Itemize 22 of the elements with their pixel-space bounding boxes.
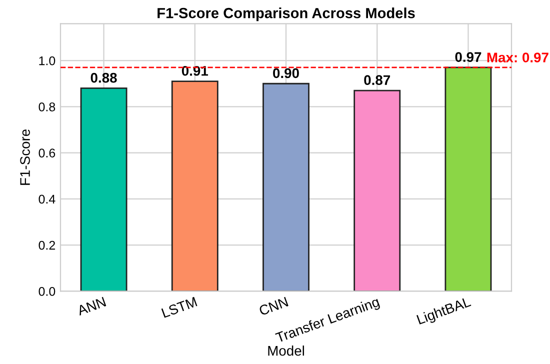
ref-line-label: Max: 0.97 [487, 52, 548, 62]
data-label: 0.88 [90, 72, 117, 83]
data-label: 0.87 [364, 75, 390, 86]
y-tick-label: 0.8 [38, 102, 56, 112]
bar [262, 82, 310, 292]
bar [354, 90, 401, 292]
y-tick-label: 1.0 [39, 56, 56, 66]
y-tick-label: 0.4 [38, 194, 56, 204]
data-label: 0.90 [273, 68, 299, 78]
bar [171, 80, 218, 292]
chart-title: F1-Score Comparison Across Models [158, 8, 415, 22]
y-tick-label: 0.0 [38, 287, 56, 296]
x-tick-label: ANN [76, 296, 106, 316]
y-tick-label: 0.2 [38, 240, 56, 250]
y-axis-title: F1-Score [20, 129, 30, 185]
bar [80, 88, 128, 292]
x-tick-label: CNN [258, 296, 288, 316]
x-tick-label: LSTM [161, 296, 198, 318]
y-tick-label: 0.6 [38, 148, 56, 158]
data-label: 0.97 [455, 52, 482, 62]
bar [444, 66, 492, 292]
x-axis-title: Model [268, 346, 304, 356]
